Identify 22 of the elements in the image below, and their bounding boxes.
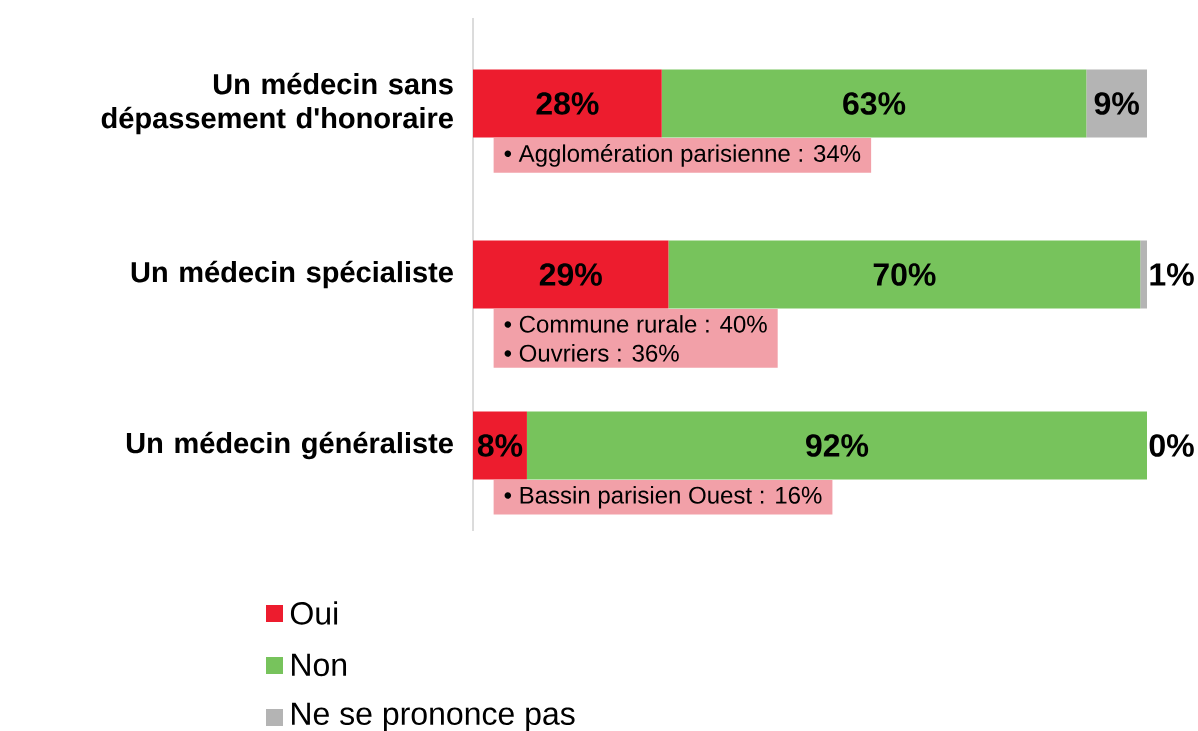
data-label: 92%: [806, 434, 869, 457]
bar: [526, 411, 1147, 480]
bar: [668, 240, 1141, 309]
data-label: 8%: [477, 434, 523, 457]
annotation: • Agglomération parisienne : 34%: [504, 144, 861, 167]
y-tick-label: Un médecin généraliste: [126, 431, 453, 460]
bar: [661, 69, 1087, 138]
data-label: 0%: [1149, 434, 1194, 457]
data-label: 63%: [843, 92, 906, 115]
data-label: 70%: [873, 263, 936, 286]
data-label: 29%: [539, 263, 602, 286]
bar: [1140, 240, 1147, 309]
legend-label: Non: [292, 653, 347, 677]
data-label: 1%: [1150, 263, 1194, 286]
annotation: • Bassin parisien Ouest : 16%: [504, 486, 822, 509]
data-label: 28%: [536, 92, 599, 115]
legend-label: Oui: [290, 601, 338, 625]
data-label: 9%: [1094, 92, 1139, 115]
y-tick-label: Un médecin spécialiste: [131, 260, 453, 289]
annotation: • Commune rurale : 40% • Ouvriers : 36%: [504, 315, 767, 362]
legend-label: Ne se prononce pas: [292, 702, 575, 731]
y-tick-label: Un médecin sans dépassement d'honoraire: [101, 72, 453, 135]
